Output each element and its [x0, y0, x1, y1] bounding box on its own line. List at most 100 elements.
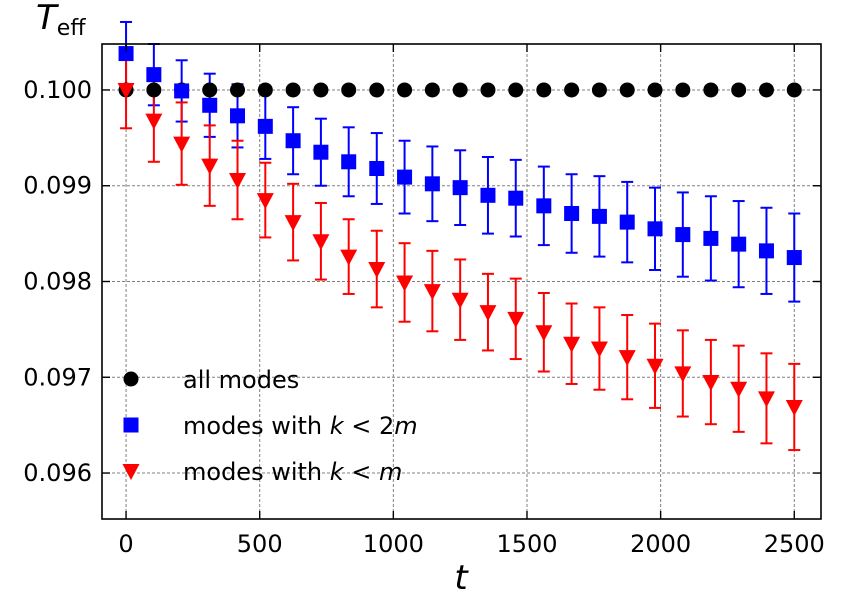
y-tick-label: 0.098	[23, 268, 92, 296]
legend-marker	[123, 371, 139, 387]
data-point	[647, 82, 663, 98]
data-point	[703, 230, 719, 246]
data-point	[173, 136, 191, 153]
y-tick-label: 0.097	[23, 363, 92, 391]
legend-label: all modes	[183, 366, 299, 394]
data-point	[564, 206, 580, 222]
data-point	[229, 172, 247, 189]
data-point	[479, 305, 497, 322]
x-tick-label: 1000	[363, 530, 424, 558]
data-point	[230, 108, 246, 124]
x-tick-label: 500	[237, 530, 283, 558]
data-point	[703, 82, 719, 98]
data-point	[619, 82, 635, 98]
data-point	[256, 193, 274, 210]
legend-label-text: modes with	[183, 458, 330, 486]
data-point	[368, 262, 386, 279]
data-point	[397, 82, 413, 98]
y-tick-label: 0.100	[23, 76, 92, 104]
x-axis-title: t	[454, 558, 469, 598]
data-point	[257, 118, 273, 134]
data-point	[202, 82, 218, 98]
markers-triangle-down	[117, 82, 803, 416]
data-point	[285, 133, 301, 149]
data-point	[702, 375, 720, 392]
data-point	[619, 214, 635, 230]
y-axis-title: Teff	[36, 0, 86, 41]
data-point	[535, 325, 553, 342]
tick-layer: 0 500 1000 1500 2000 2500 0.096 0.097 0.098 0.099…	[23, 44, 825, 558]
legend-label-var: m	[394, 412, 417, 440]
data-point	[618, 350, 636, 367]
data-point	[508, 82, 524, 98]
markers-circle	[118, 82, 802, 98]
markers-square	[118, 46, 802, 266]
legend-label-op: <	[344, 458, 379, 486]
y-axis-title-sub: eff	[57, 16, 87, 41]
data-point	[146, 82, 162, 98]
data-point	[424, 176, 440, 192]
data-point	[731, 82, 747, 98]
legend-marker	[122, 464, 140, 480]
data-point	[118, 46, 134, 62]
y-tick-label: 0.096	[23, 459, 92, 487]
data-point	[590, 341, 608, 358]
x-tick-label: 0	[118, 530, 133, 558]
data-point	[230, 82, 246, 98]
data-point	[536, 198, 552, 214]
data-point	[786, 250, 802, 266]
data-point	[424, 82, 440, 98]
data-point	[730, 381, 748, 398]
data-point	[591, 82, 607, 98]
data-point	[341, 82, 357, 98]
data-point	[675, 227, 691, 243]
legend-label-var: k	[330, 458, 345, 486]
data-point	[507, 311, 525, 328]
data-point	[340, 249, 358, 266]
legend-label-text: modes with	[183, 412, 330, 440]
data-point	[480, 82, 496, 98]
data-point	[452, 180, 468, 196]
data-point	[674, 366, 692, 383]
data-point	[313, 144, 329, 160]
data-point	[646, 358, 664, 375]
data-point	[284, 215, 302, 232]
data-point	[341, 154, 357, 170]
data-point	[313, 82, 329, 98]
data-point	[675, 82, 691, 98]
legend-marker	[123, 417, 139, 433]
data-point	[786, 82, 802, 98]
legend-label: modes with k < m	[183, 458, 402, 486]
data-point	[396, 275, 414, 292]
data-point	[452, 82, 468, 98]
data-point	[285, 82, 301, 98]
data-point	[758, 82, 774, 98]
data-point	[536, 82, 552, 98]
data-point	[145, 113, 163, 130]
data-point	[201, 158, 219, 175]
data-point	[480, 187, 496, 203]
data-point	[564, 82, 580, 98]
legend-label-op: < 2	[344, 412, 395, 440]
data-point	[423, 284, 441, 301]
data-point	[451, 292, 469, 309]
data-point	[731, 236, 747, 252]
data-point	[563, 336, 581, 353]
y-axis-title-main: T	[36, 0, 59, 38]
legend-label-var: k	[330, 412, 345, 440]
data-point	[647, 221, 663, 237]
x-tick-label: 2500	[764, 530, 825, 558]
data-point	[312, 234, 330, 251]
data-point	[757, 391, 775, 408]
legend-entry: modes with k < 2m	[123, 412, 418, 440]
data-point	[117, 82, 135, 99]
data-point	[397, 169, 413, 185]
data-layer	[117, 20, 803, 452]
legend-label-var: m	[379, 458, 402, 486]
x-tick-label: 1500	[496, 530, 557, 558]
data-point	[369, 160, 385, 176]
y-tick-label: 0.099	[23, 172, 92, 200]
